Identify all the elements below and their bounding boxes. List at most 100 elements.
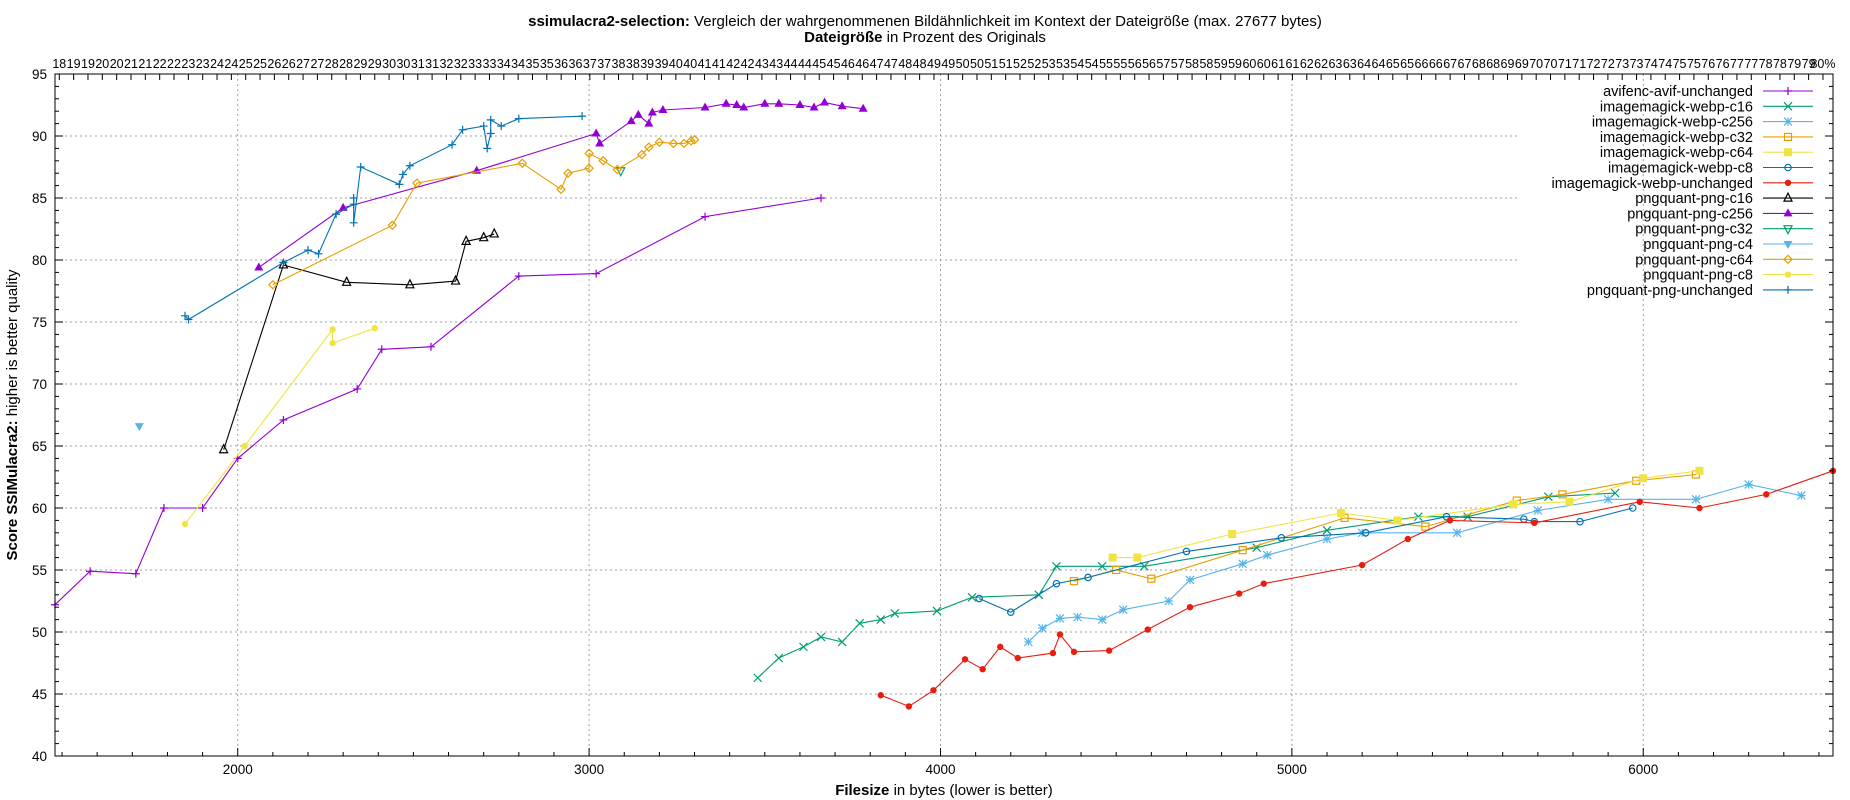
top-tick-label: 37: [597, 57, 611, 71]
data-point: [1691, 494, 1701, 504]
top-tick-label: 57: [1171, 57, 1185, 71]
data-point: [329, 326, 336, 333]
y-axis-label: Score SSIMulacra2: higher is better qual…: [4, 269, 21, 560]
legend-marker: [1783, 254, 1793, 265]
top-tick-label: 80%: [1810, 57, 1835, 71]
top-tick-label: 43: [755, 57, 769, 71]
top-tick-label: 75: [1673, 57, 1687, 71]
data-point: [356, 163, 365, 171]
legend-item-pngquant-png-c64: pngquant-png-c64: [1635, 252, 1813, 268]
y-tick-label: 85: [32, 191, 47, 206]
data-point: [647, 107, 657, 116]
top-tick-label: 38: [612, 57, 626, 71]
data-point: [1358, 561, 1366, 569]
series-pngquant-png-c4: [134, 423, 144, 432]
series-layer: [51, 97, 1837, 710]
data-point: [1147, 574, 1156, 583]
top-tick-label: 47: [884, 57, 898, 71]
data-point: [644, 118, 654, 127]
data-point: [1133, 553, 1142, 562]
data-point: [1404, 535, 1412, 543]
data-point: [268, 279, 278, 290]
top-tick-label: 31: [425, 57, 439, 71]
data-point: [1695, 466, 1704, 475]
data-point: [1185, 575, 1195, 585]
data-point: [395, 180, 404, 189]
data-point: [1052, 561, 1061, 571]
top-tick-label: 64: [1357, 57, 1371, 71]
top-tick-label: 29: [368, 57, 382, 71]
top-tick-label: 56: [1142, 57, 1156, 71]
data-point: [1796, 491, 1806, 501]
data-point: [1452, 528, 1462, 538]
svg-text:Dateigröße in Prozent de: Dateigröße in Prozent des Originals: [804, 29, 1046, 46]
legend-label: pngquant-png-c8: [1643, 268, 1753, 284]
legend-label: pngquant-png-unchanged: [1587, 283, 1753, 299]
data-point: [461, 235, 472, 245]
data-point: [961, 656, 969, 663]
data-point: [795, 100, 805, 108]
data-point: [514, 272, 523, 281]
data-point: [314, 249, 323, 258]
top-tick-label: 74: [1658, 57, 1672, 71]
top-tick-label: 25: [253, 57, 267, 71]
y-tick-label: 40: [32, 749, 47, 764]
data-point: [387, 220, 398, 231]
data-point: [450, 274, 461, 285]
legend-marker: [1783, 132, 1793, 141]
plot-frame: [54, 73, 1834, 757]
top-tick-label: 33: [483, 57, 497, 71]
data-point: [412, 178, 422, 188]
data-point: [1023, 637, 1033, 647]
y-tick-label: 95: [32, 67, 47, 82]
top-tick-label: 76: [1716, 57, 1730, 71]
data-point: [997, 643, 1004, 651]
data-point: [905, 703, 913, 710]
top-tick-label: 30: [396, 57, 410, 71]
y-tick-label: 60: [32, 501, 47, 516]
legend-item-imagemagick-webp-c64: imagemagick-webp-c64: [1600, 145, 1813, 161]
top-tick-label: 64: [1372, 57, 1386, 71]
top-tick-label: 62: [1314, 57, 1328, 71]
top-tick-label: 48: [898, 57, 912, 71]
top-tick-label: 56: [1128, 57, 1142, 71]
data-point: [426, 342, 435, 351]
top-tick-label: 77: [1744, 57, 1758, 71]
legend-item-pngquant-png-c256: pngquant-png-c256: [1627, 206, 1813, 222]
top-tick-label: 36: [569, 57, 583, 71]
data-point: [809, 102, 819, 111]
data-point: [218, 443, 229, 454]
data-point: [1112, 565, 1121, 575]
axes: 40 45 50 55 60 65 70 75 80 85 90 95 2000 3000 4000 5000…: [32, 57, 1836, 777]
data-point: [134, 423, 144, 432]
top-tick-label: 67: [1443, 57, 1457, 71]
legend-marker: [1784, 179, 1792, 186]
data-point: [1073, 612, 1082, 622]
legend-label: pngquant-png-c32: [1635, 222, 1753, 238]
legend-marker: [1783, 191, 1793, 202]
data-point: [591, 128, 601, 137]
data-point: [1014, 654, 1021, 662]
top-tick-label: 26: [267, 57, 281, 71]
top-tick-label: 23: [181, 57, 195, 71]
top-tick-label: 23: [196, 57, 210, 71]
top-tick-label: 53: [1042, 57, 1056, 71]
x-tick-label: 2000: [223, 762, 253, 777]
data-point: [254, 262, 264, 271]
legend-item-imagemagick-webp-c256: imagemagick-webp-c256: [1592, 115, 1813, 131]
y-tick-label: 70: [32, 377, 47, 392]
data-point: [876, 615, 886, 625]
top-tick-label: 25: [239, 57, 253, 71]
data-point: [556, 184, 566, 195]
top-tick-label: 67: [1458, 57, 1472, 71]
top-tick-label: 40: [683, 57, 697, 71]
data-point: [626, 116, 636, 125]
legend-label: imagemagick-webp-c256: [1592, 115, 1753, 131]
top-tick-label: 19: [67, 57, 81, 71]
top-tick-label: 57: [1156, 57, 1170, 71]
top-tick-label: 26: [282, 57, 296, 71]
data-point: [930, 687, 937, 694]
data-point: [1097, 615, 1107, 625]
top-tick-label: 30: [382, 57, 396, 71]
top-tick-label: 21: [138, 57, 152, 71]
